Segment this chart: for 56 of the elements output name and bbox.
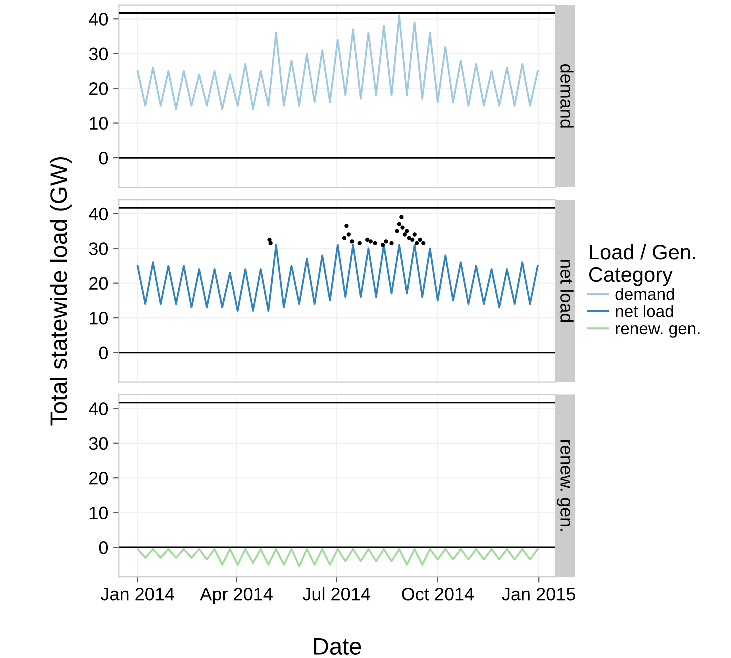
y-tick-label: 40 <box>89 402 108 416</box>
y-tick-label: 20 <box>90 82 108 96</box>
point <box>390 241 394 246</box>
y-tick-label: 10 <box>90 117 108 130</box>
y-tick-label: 0 <box>99 541 108 554</box>
legend-label: demand <box>616 288 674 300</box>
point <box>400 215 404 220</box>
point <box>358 241 362 246</box>
y-tick-label: 30 <box>89 48 108 61</box>
point <box>397 222 402 226</box>
point <box>407 236 412 240</box>
point <box>344 224 349 228</box>
point <box>342 236 347 240</box>
text: renew. gen. <box>557 440 570 531</box>
point <box>410 238 415 242</box>
x-tick-label: Jul 2014 <box>302 587 370 601</box>
y-tick-label: 0 <box>99 346 108 360</box>
y-tick-label: 10 <box>90 312 108 325</box>
point <box>368 240 373 244</box>
x-tick-label: Jan 2015 <box>502 588 576 601</box>
point <box>422 241 426 246</box>
point <box>400 226 405 230</box>
point <box>366 238 370 242</box>
y-tick-label: 20 <box>90 277 108 290</box>
point <box>402 232 408 237</box>
point <box>268 238 272 242</box>
legend-label: renew. gen. <box>616 325 700 338</box>
point <box>414 241 420 246</box>
text: net load <box>560 260 574 322</box>
y-axis-title: Total statewide load (GW) <box>50 157 72 426</box>
y-tick-label: 30 <box>89 437 108 450</box>
point <box>384 240 388 244</box>
x-tick-label: Oct 2014 <box>402 588 474 601</box>
x-tick-label: Apr 2014 <box>200 588 273 604</box>
y-tick-label: 40 <box>89 208 108 221</box>
y-tick-label: 0 <box>99 152 108 165</box>
text: demand <box>560 64 574 128</box>
point <box>373 241 378 246</box>
point <box>380 243 386 248</box>
line-series <box>136 14 539 110</box>
point <box>268 241 273 246</box>
legend-title: Load / Gen. Category <box>589 244 696 286</box>
y-tick-label: 20 <box>90 472 108 485</box>
point <box>405 229 410 234</box>
line-series <box>136 548 539 568</box>
y-tick-label: 40 <box>89 13 108 26</box>
point <box>412 232 417 237</box>
y-tick-label: 10 <box>90 506 108 520</box>
point <box>395 229 400 234</box>
point <box>350 240 354 244</box>
x-axis-title: Date <box>314 638 362 655</box>
y-tick-label: 30 <box>89 242 108 256</box>
legend-label: net load <box>616 305 674 318</box>
x-tick-label: Jan 2014 <box>100 588 174 601</box>
point <box>418 238 422 242</box>
point <box>346 232 351 237</box>
